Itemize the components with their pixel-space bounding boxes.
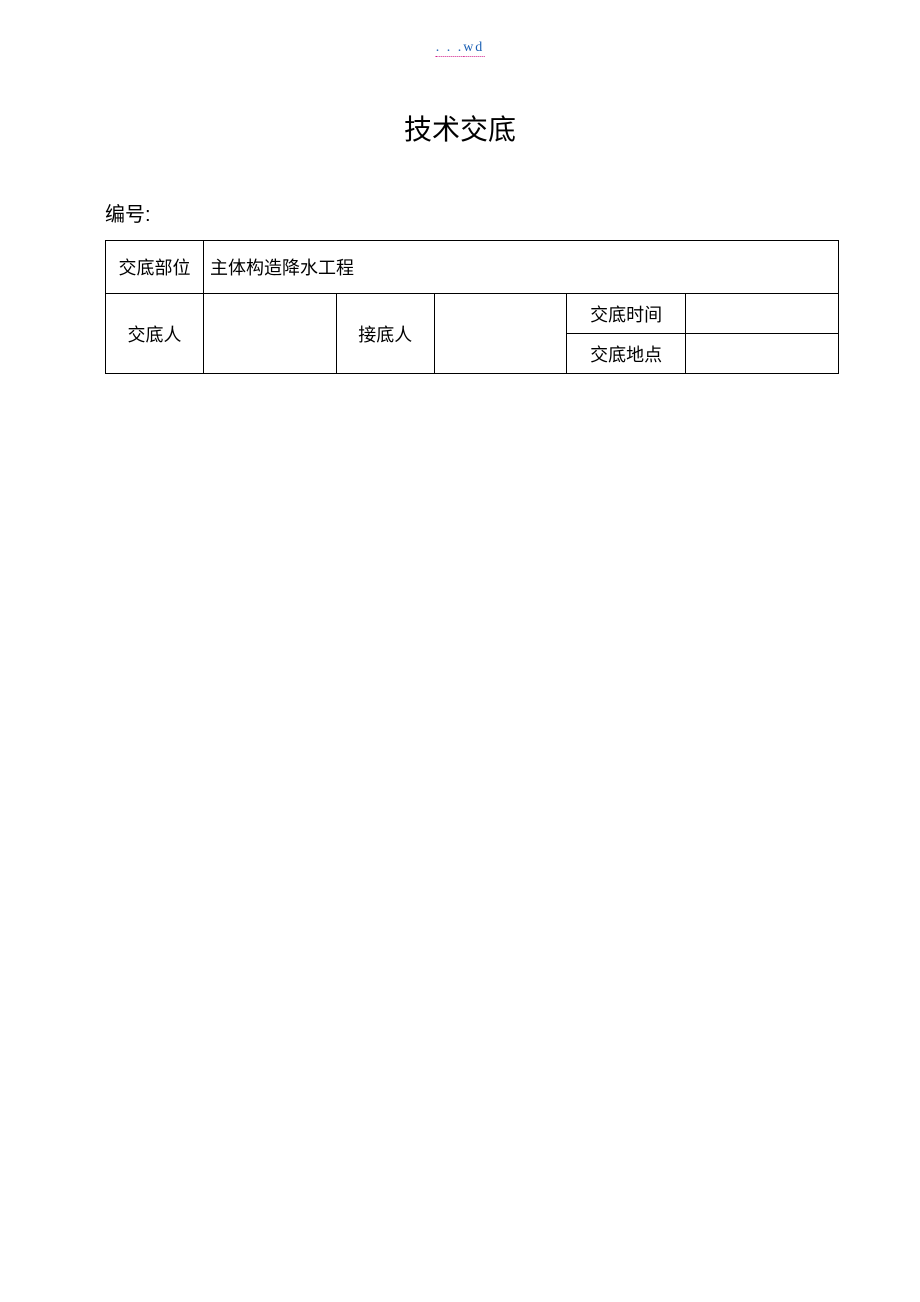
person-receiving-value <box>434 294 567 374</box>
person-giving-label: 交底人 <box>106 294 204 374</box>
disclosure-form-table: 交底部位 主体构造降水工程 交底人 接底人 交底时间 交底地点 <box>105 240 839 374</box>
serial-number-label: 编号: <box>105 198 151 227</box>
person-giving-value <box>204 294 337 374</box>
header-watermark: . . .wd <box>436 40 485 56</box>
table-row: 交底人 接底人 交底时间 <box>106 294 839 334</box>
page-title: 技术交底 <box>404 108 516 148</box>
person-receiving-label: 接底人 <box>336 294 434 374</box>
disclosure-location-value <box>685 334 838 374</box>
header-wd: wd <box>463 40 484 57</box>
disclosure-time-value <box>685 294 838 334</box>
disclosure-part-value: 主体构造降水工程 <box>204 241 839 294</box>
header-dots: . . . <box>436 40 464 57</box>
disclosure-location-label: 交底地点 <box>567 334 685 374</box>
disclosure-time-label: 交底时间 <box>567 294 685 334</box>
table-row: 交底部位 主体构造降水工程 <box>106 241 839 294</box>
disclosure-part-label: 交底部位 <box>106 241 204 294</box>
